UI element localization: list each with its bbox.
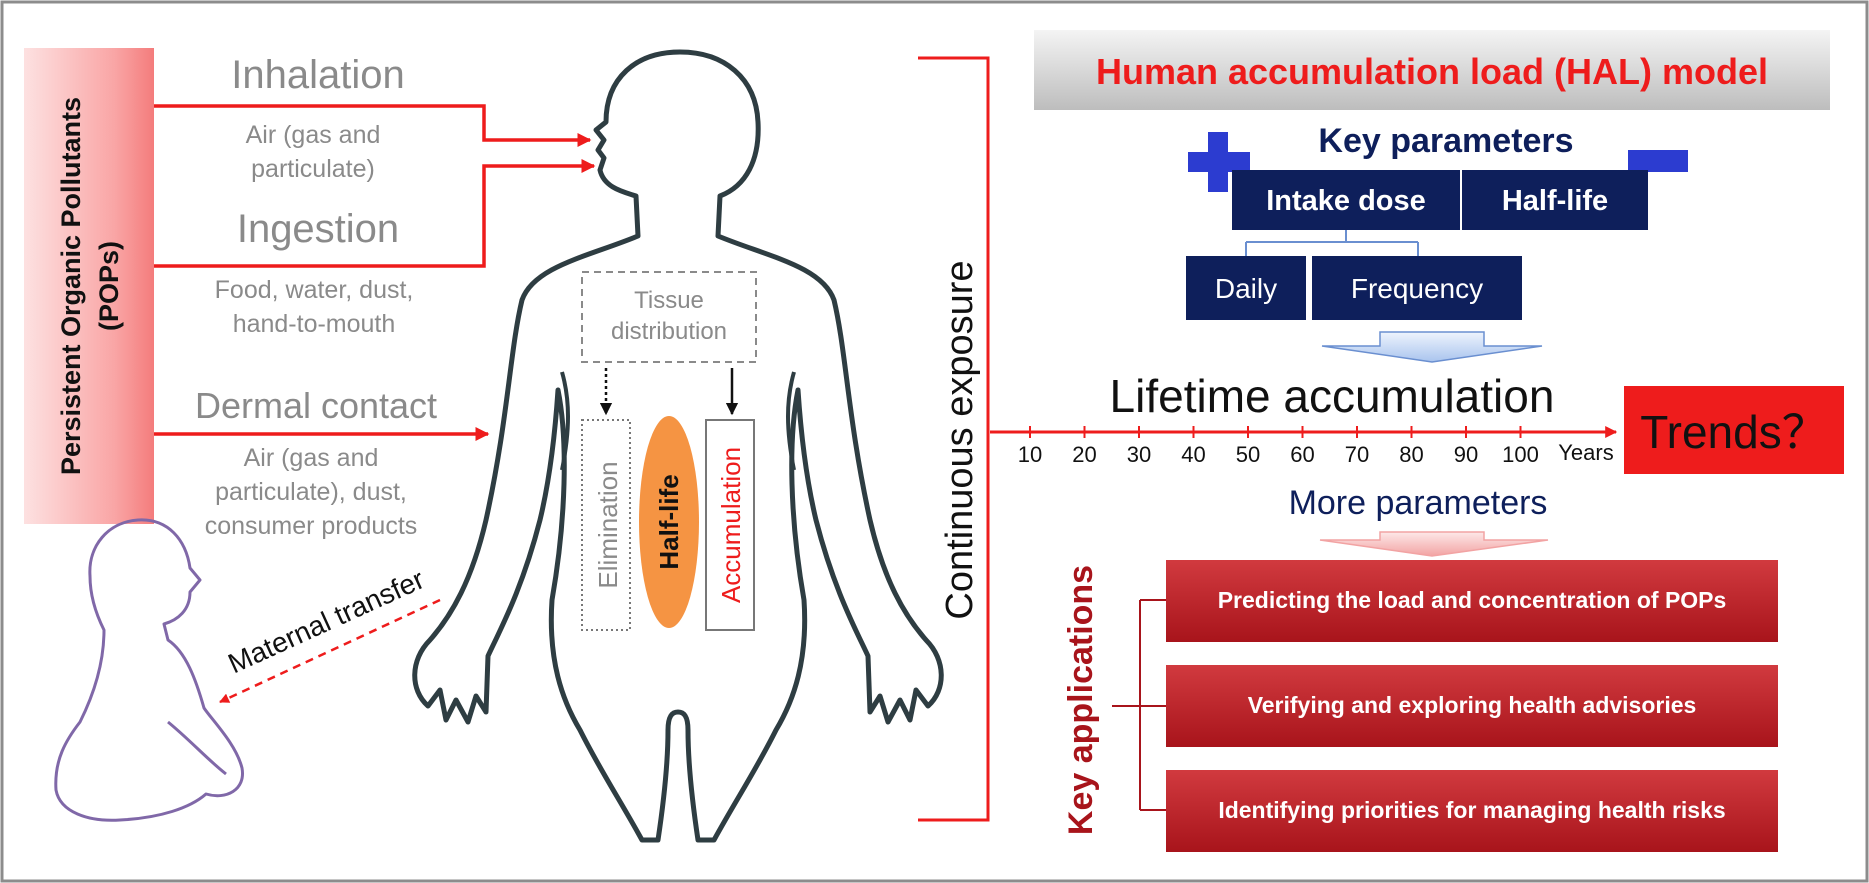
left-inner-arm-line [560,371,570,471]
baby-outline [54,518,244,822]
timeline-tick-label: 100 [1502,442,1539,467]
hal-title: Human accumulation load (HAL) model [1096,51,1768,92]
tissue-distribution-box: Tissue distribution [581,271,757,363]
timeline-tick-label: 30 [1127,442,1151,467]
inhalation-desc-1: Air (gas and [246,121,381,149]
route-inhalation: Inhalation Air (gas and particulate) [231,53,404,183]
timeline-unit: Years [1558,440,1613,465]
application-item-2-label: Verifying and exploring health advisorie… [1248,692,1697,718]
baby-arm-line [167,720,227,776]
application-item-1-label: Predicting the load and concentration of… [1218,587,1727,613]
pops-label-line1: Persistent Organic Pollutants [56,97,86,475]
timeline-tick-label: 20 [1072,442,1096,467]
key-applications-label: Key applications [1062,565,1100,835]
application-item-3: Identifying priorities for managing heal… [1166,770,1778,852]
trends-label: Trends？ [1640,406,1827,458]
dermal-desc-1: Air (gas and [244,444,379,472]
elimination-label: Elimination [593,461,623,588]
inhalation-title: Inhalation [231,53,404,97]
timeline-tick-label: 70 [1345,442,1369,467]
frequency-box: Frequency [1312,256,1522,320]
tissue-distribution-line1: Tissue [634,287,704,314]
timeline-tick-label: 60 [1290,442,1314,467]
more-parameters-title: More parameters [1289,484,1548,522]
application-item-2: Verifying and exploring health advisorie… [1166,665,1778,747]
ingestion-desc-1: Food, water, dust, [215,276,414,304]
tissue-distribution-line2: distribution [611,318,727,345]
trends-box: Trends？ [1624,386,1844,474]
pink-down-arrow [1319,531,1549,557]
application-item-1: Predicting the load and concentration of… [1166,560,1778,642]
timeline-tick-label: 90 [1454,442,1478,467]
parameter-connector [1245,230,1419,256]
inhalation-desc-2: particulate) [251,155,375,183]
application-item-3-label: Identifying priorities for managing heal… [1218,797,1725,823]
dermal-title: Dermal contact [195,385,437,426]
accumulation-box: Accumulation [705,419,755,631]
key-parameters-title: Key parameters [1318,122,1573,160]
timeline-tick-label: 50 [1236,442,1260,467]
timeline-tick-label: 10 [1018,442,1042,467]
accumulation-label: Accumulation [716,447,746,603]
route-dermal: Dermal contact Air (gas and particulate)… [195,385,437,540]
continuous-exposure-label: Continuous exposure [939,260,981,619]
dermal-desc-3: consumer products [205,512,418,540]
ingestion-title: Ingestion [237,207,399,251]
minus-icon [1628,150,1688,172]
elimination-box: Elimination [581,419,631,631]
half-life-param-box: Half-life [1462,170,1648,230]
hal-title-bar: Human accumulation load (HAL) model [1034,30,1830,110]
dermal-desc-2: particulate), dust, [215,478,407,506]
intake-dose-label: Intake dose [1266,185,1426,217]
ingestion-arrow [154,159,596,268]
intake-dose-box: Intake dose [1232,170,1460,230]
daily-box: Daily [1186,256,1306,320]
route-ingestion: Ingestion Food, water, dust, hand-to-mou… [215,207,414,338]
applications-connector [1112,599,1166,811]
right-inner-arm-line [786,371,796,471]
pops-box: Persistent Organic Pollutants (POPs) [24,48,154,524]
daily-label: Daily [1215,273,1277,304]
lifetime-accumulation-title: Lifetime accumulation [1110,370,1555,422]
inhalation-arrow [154,104,592,147]
timeline-tick-label: 80 [1399,442,1423,467]
pops-label-line2: (POPs) [94,241,124,331]
exposure-route-arrows [154,104,596,441]
timeline-ticks: 10 20 30 40 50 60 70 80 90 100 [1018,426,1539,467]
blue-down-arrow [1321,331,1543,363]
plus-icon [1188,132,1250,192]
ingestion-desc-2: hand-to-mouth [233,310,396,338]
half-life-param-label: Half-life [1502,185,1608,217]
timeline-tick-label: 40 [1181,442,1205,467]
half-life-ellipse: Half-life [639,416,699,628]
human-body-outline [412,49,944,843]
half-life-body-label: Half-life [654,474,684,569]
frequency-label: Frequency [1351,273,1483,304]
maternal-transfer-arrow [219,598,441,704]
continuous-exposure-brace [918,56,990,822]
